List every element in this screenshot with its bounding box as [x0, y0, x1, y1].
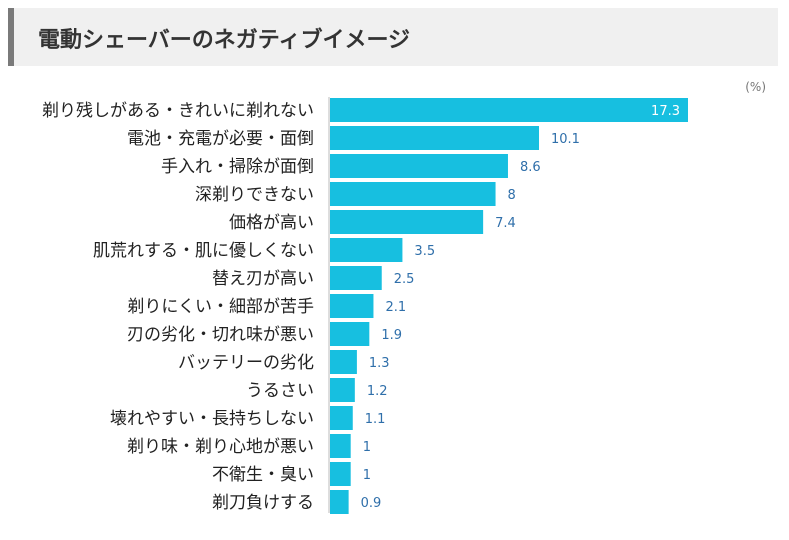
value-label: 1 [363, 440, 371, 455]
category-label: 刃の劣化・切れ味が悪い [127, 325, 314, 345]
bar [330, 294, 374, 318]
value-label: 2.1 [385, 300, 406, 315]
category-label: 剃刀負けする [212, 493, 314, 513]
bar [330, 322, 370, 346]
category-label: 価格が高い [229, 213, 314, 233]
bar [330, 378, 355, 402]
bar [330, 434, 351, 458]
bar [330, 98, 688, 122]
category-label: 替え刃が高い [212, 269, 314, 289]
value-label: 1.1 [365, 412, 386, 427]
value-label: 3.5 [414, 244, 435, 259]
value-label: 2.5 [394, 272, 415, 287]
value-label: 1.2 [367, 384, 388, 399]
title-bar: 電動シェーバーのネガティブイメージ [8, 8, 778, 66]
bar [330, 350, 357, 374]
value-label: 7.4 [495, 216, 516, 231]
category-label: うるさい [246, 381, 314, 401]
value-label: 1.9 [381, 328, 402, 343]
category-label: 深剃りできない [195, 185, 314, 205]
bar [330, 462, 351, 486]
category-label: 電池・充電が必要・面倒 [127, 129, 314, 149]
bar [330, 210, 484, 234]
category-label: 剃り味・剃り心地が悪い [127, 437, 314, 457]
bar [330, 238, 403, 262]
bar [330, 182, 496, 206]
bar [330, 406, 353, 430]
value-label: 1 [363, 468, 371, 483]
category-label: 剃り残しがある・きれいに剃れない [42, 101, 314, 121]
bar [330, 126, 540, 150]
chart-title: 電動シェーバーのネガティブイメージ [38, 28, 411, 53]
category-label: 壊れやすい・長持ちしない [110, 409, 314, 429]
category-label: 肌荒れする・肌に優しくない [93, 241, 314, 261]
bar [330, 490, 349, 514]
bar [330, 266, 382, 290]
category-label: バッテリーの劣化 [178, 353, 314, 373]
value-label: 1.3 [369, 356, 390, 371]
value-label: 8 [508, 188, 516, 203]
value-label: 8.6 [520, 160, 541, 175]
bar [330, 154, 508, 178]
unit-label: (%) [745, 80, 766, 94]
bars-group: 剃り残しがある・きれいに剃れない 17.3 電池・充電が必要・面倒 10.1 手入れ・掃… [42, 98, 688, 514]
category-label: 手入れ・掃除が面倒 [161, 157, 314, 177]
category-label: 剃りにくい・細部が苦手 [127, 297, 314, 317]
value-label: 17.3 [651, 104, 680, 119]
value-label: 0.9 [361, 496, 382, 511]
category-label: 不衛生・臭い [212, 465, 314, 485]
value-label: 10.1 [551, 132, 580, 147]
